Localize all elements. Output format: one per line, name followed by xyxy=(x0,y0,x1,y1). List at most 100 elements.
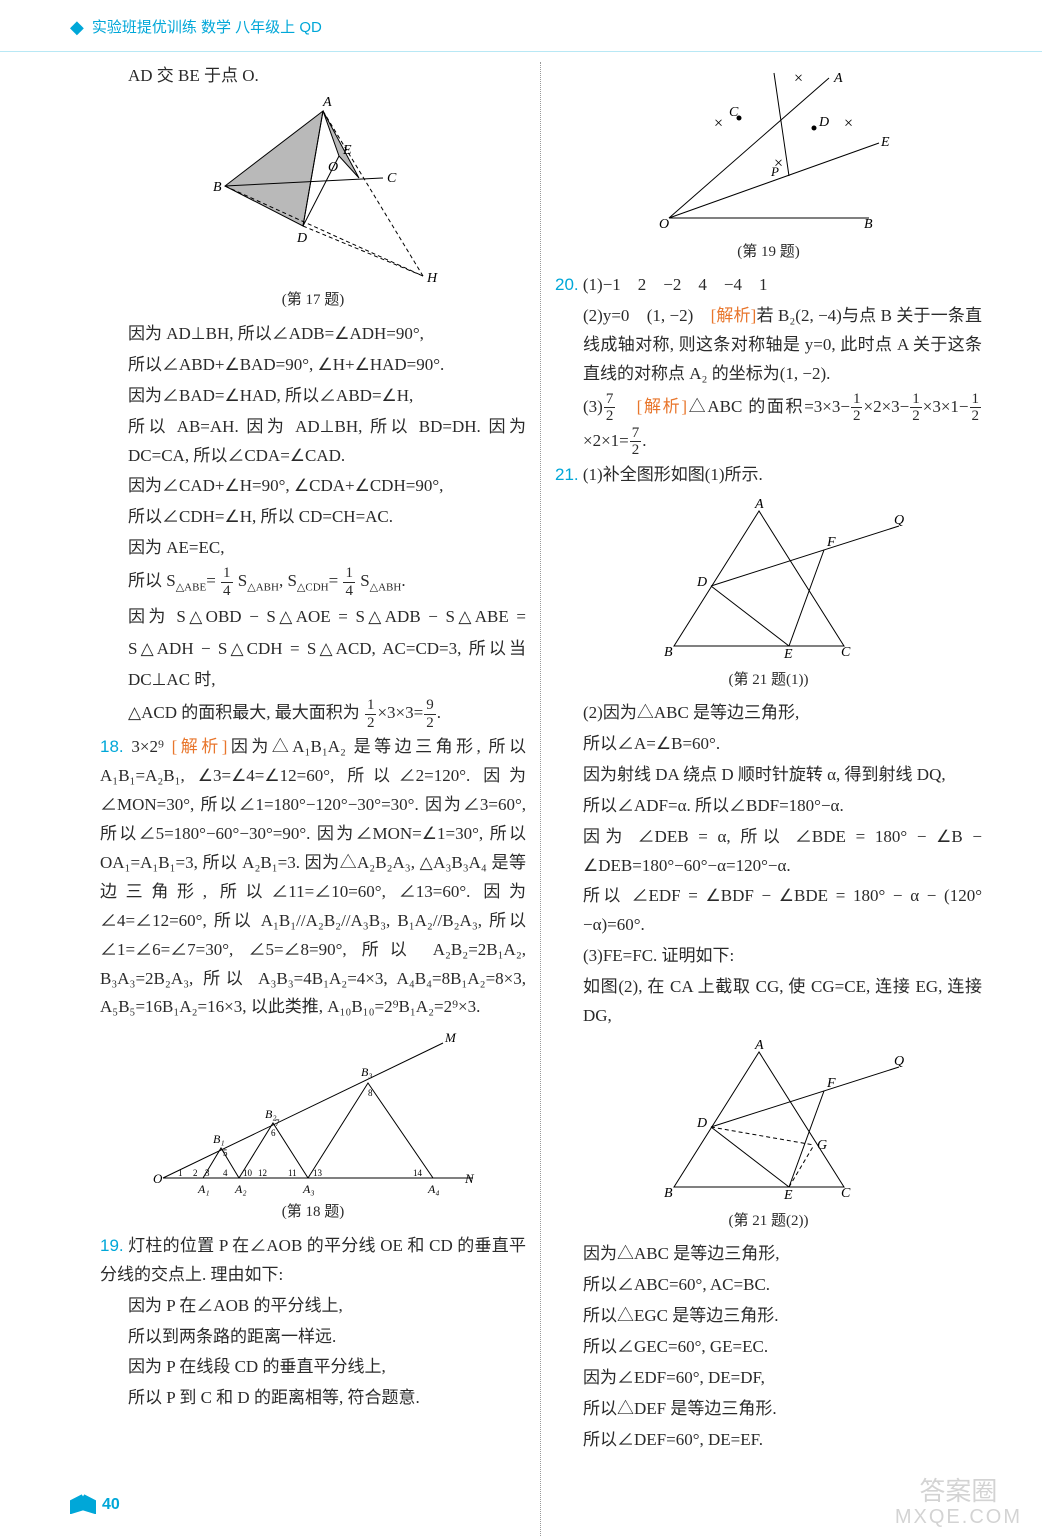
text: (2)因为△ABC 是等边三角形, xyxy=(555,699,982,728)
text: 所以∠ABD+∠BAD=90°, ∠H+∠HAD=90°. xyxy=(100,351,526,380)
header-icon: ◆ xyxy=(70,12,84,43)
q20-2: (2)y=0 (1, −2) [解析]若 B₂(2, −4)与点 B 关于一条直… xyxy=(555,302,982,389)
svg-text:C: C xyxy=(387,171,397,186)
figure-21-1: A B C D E F Q (第 21 题(1)) xyxy=(555,496,982,694)
q21-number: 21. xyxy=(555,465,579,484)
svg-text:Q: Q xyxy=(894,1054,904,1069)
q20: 20. (1)−1 2 −2 4 −4 1 xyxy=(555,271,982,300)
q20-3: (3)72 [解析]△ABC 的面积=3×3−12×2×3−12×3×1−12×… xyxy=(555,391,982,459)
svg-text:B: B xyxy=(213,180,222,195)
svg-text:A₄: A₄ xyxy=(427,1182,440,1196)
q18-number: 18. xyxy=(100,737,124,756)
svg-text:N: N xyxy=(464,1171,475,1186)
svg-text:10: 10 xyxy=(243,1168,253,1178)
text: 所以 ∠EDF = ∠BDF − ∠BDE = 180° − α − (120°… xyxy=(555,882,982,940)
svg-text:E: E xyxy=(342,143,352,158)
svg-text:G: G xyxy=(817,1138,827,1153)
text: 因为 AD⊥BH, 所以∠ADB=∠ADH=90°, xyxy=(100,320,526,349)
svg-text:14: 14 xyxy=(413,1168,423,1178)
figure-21-2: A B C D E F G Q (第 21 题(2)) xyxy=(555,1037,982,1235)
svg-text:A: A xyxy=(754,497,764,512)
watermark-url: MXQE.COM xyxy=(895,1506,1022,1528)
header-title: 实验班提优训练 数学 八年级上 QD xyxy=(92,15,322,41)
text: 因为 AE=EC, xyxy=(100,534,526,563)
page-number: 40 xyxy=(102,1491,120,1518)
svg-text:O: O xyxy=(328,160,338,175)
svg-text:B₃: B₃ xyxy=(361,1065,373,1079)
q20-number: 20. xyxy=(555,275,579,294)
text: 如图(2), 在 CA 上截取 CG, 使 CG=CE, 连接 EG, 连接 D… xyxy=(555,973,982,1031)
svg-text:O: O xyxy=(659,217,669,232)
text: 所以到两条路的距离一样远. xyxy=(100,1323,526,1352)
text: 所以∠A=∠B=60°. xyxy=(555,730,982,759)
content: AD 交 BE 于点 O. A B C D E O H (第 17 题) xyxy=(0,52,1042,1536)
text: 所以∠ADF=α. 所以∠BDF=180°−α. xyxy=(555,792,982,821)
svg-text:4: 4 xyxy=(223,1168,228,1178)
text: 所以∠GEC=60°, GE=EC. xyxy=(555,1333,982,1362)
svg-text:11: 11 xyxy=(288,1168,297,1178)
q19: 19. 灯柱的位置 P 在∠AOB 的平分线 OE 和 CD 的垂直平分线的交点… xyxy=(100,1232,526,1290)
svg-text:M: M xyxy=(444,1030,457,1045)
analysis-label: [解析] xyxy=(616,397,687,416)
svg-text:B: B xyxy=(664,1186,673,1201)
svg-text:12: 12 xyxy=(258,1168,267,1178)
svg-text:E: E xyxy=(783,647,793,662)
figure-18-caption: (第 18 题) xyxy=(100,1200,526,1226)
svg-text:H: H xyxy=(426,271,438,286)
text: △ACD 的面积最大, 最大面积为 12×3×3=92. xyxy=(100,697,526,731)
text: AD 交 BE 于点 O. xyxy=(100,62,526,91)
svg-text:A: A xyxy=(754,1038,764,1053)
svg-text:B₁: B₁ xyxy=(213,1132,225,1146)
text: 所以∠ABC=60°, AC=BC. xyxy=(555,1271,982,1300)
svg-text:C: C xyxy=(841,645,851,660)
svg-text:13: 13 xyxy=(313,1168,323,1178)
text: 因为 S△OBD − S△AOE = S△ADB − S△ABE = S△ADH… xyxy=(100,601,526,695)
svg-text:×: × xyxy=(714,115,723,132)
text: 因为∠BAD=∠HAD, 所以∠ABD=∠H, xyxy=(100,382,526,411)
figure-17-caption: (第 17 题) xyxy=(100,288,526,314)
svg-text:A₃: A₃ xyxy=(302,1182,315,1196)
svg-text:D: D xyxy=(296,231,307,246)
svg-text:2: 2 xyxy=(193,1168,198,1178)
text: 因为△ABC 是等边三角形, xyxy=(555,1240,982,1269)
text: 所以∠CDH=∠H, 所以 CD=CH=AC. xyxy=(100,503,526,532)
svg-text:E: E xyxy=(880,135,890,150)
svg-text:5: 5 xyxy=(223,1148,228,1158)
svg-text:E: E xyxy=(783,1188,793,1203)
svg-text:C: C xyxy=(729,105,739,120)
figure-21-2-caption: (第 21 题(2)) xyxy=(555,1209,982,1235)
svg-text:O: O xyxy=(153,1171,163,1186)
svg-text:A: A xyxy=(322,96,332,110)
svg-text:C: C xyxy=(841,1186,851,1201)
svg-text:D: D xyxy=(696,1116,707,1131)
text: 因为 P 在线段 CD 的垂直平分线上, xyxy=(100,1353,526,1382)
svg-text:A: A xyxy=(833,71,843,86)
svg-text:A₂: A₂ xyxy=(234,1182,247,1196)
analysis-label: [解析] xyxy=(172,737,228,756)
svg-text:Q: Q xyxy=(894,513,904,528)
figure-18: O A₁ A₂ A₃ A₄ B₁ B₂ B₃ M N 1 2 3 4 12 10… xyxy=(100,1028,526,1226)
text: 因为射线 DA 绕点 D 顺时针旋转 α, 得到射线 DQ, xyxy=(555,761,982,790)
q21: 21. (1)补全图形如图(1)所示. xyxy=(555,461,982,490)
q18: 18. 3×2⁹ [解析]因为△A₁B₁A₂ 是等边三角形, 所以 A₁B₁=A… xyxy=(100,733,526,1022)
page-footer: 40 xyxy=(70,1491,120,1518)
svg-text:F: F xyxy=(826,1076,836,1091)
analysis-label: [解析] xyxy=(711,306,757,325)
figure-21-1-caption: (第 21 题(1)) xyxy=(555,668,982,694)
svg-text:7: 7 xyxy=(275,1118,280,1128)
column-left: AD 交 BE 于点 O. A B C D E O H (第 17 题) xyxy=(100,62,541,1536)
svg-text:1: 1 xyxy=(178,1168,183,1178)
svg-text:A₁: A₁ xyxy=(197,1182,210,1196)
text: 所以△DEF 是等边三角形. xyxy=(555,1395,982,1424)
text: 因为 ∠DEB = α, 所以 ∠BDE = 180° − ∠B − ∠DEB=… xyxy=(555,823,982,881)
svg-text:B: B xyxy=(664,645,673,660)
figure-17: A B C D E O H (第 17 题) xyxy=(100,96,526,314)
svg-text:×: × xyxy=(774,155,783,172)
svg-text:×: × xyxy=(844,115,853,132)
q19-number: 19. xyxy=(100,1236,124,1255)
svg-text:3: 3 xyxy=(205,1168,210,1178)
svg-text:F: F xyxy=(826,535,836,550)
column-right: P O B A C D E × × × × (第 19 题) 20. (1)−1… xyxy=(541,62,982,1536)
text: 所以 AB=AH. 因为 AD⊥BH, 所以 BD=DH. 因为 DC=CA, … xyxy=(100,413,526,471)
svg-text:×: × xyxy=(794,70,803,87)
